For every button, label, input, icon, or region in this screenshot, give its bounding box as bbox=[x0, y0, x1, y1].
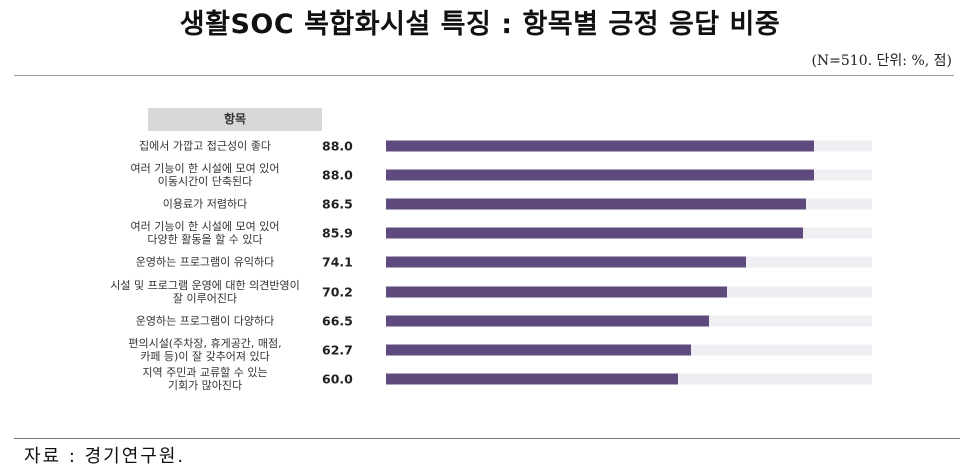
bottom-divider bbox=[14, 438, 960, 439]
row-label: 운영하는 프로그램이 다양하다 bbox=[100, 314, 310, 327]
row-value: 62.7 bbox=[322, 342, 353, 358]
unit-note: (N=510. 단위: %, 점) bbox=[811, 53, 952, 69]
bar-fill bbox=[386, 140, 814, 151]
row-label-line: 카페 등)이 잘 갖추어져 있다 bbox=[140, 349, 270, 363]
row-label-line: 운영하는 프로그램이 다양하다 bbox=[135, 314, 275, 328]
bar-fill bbox=[386, 256, 747, 268]
bar-track bbox=[386, 315, 872, 327]
row-label-line: 운영하는 프로그램이 유익하다 bbox=[135, 255, 275, 269]
column-header-item: 항목 bbox=[148, 108, 322, 131]
row-value: 74.1 bbox=[322, 254, 353, 270]
row-value: 66.5 bbox=[322, 313, 353, 329]
chart-row: 집에서 가깝고 접근성이 좋다 88.0 bbox=[0, 131, 960, 160]
chart-row: 운영하는 프로그램이 유익하다 74.1 bbox=[0, 248, 960, 277]
row-value: 85.9 bbox=[322, 225, 353, 241]
chart-row: 편의시설(주차장, 휴게공간, 매점, 카페 등)이 잘 갖추어져 있다 62.7 bbox=[0, 335, 960, 364]
row-label-line: 편의시설(주차장, 휴게공간, 매점, bbox=[128, 336, 282, 350]
row-label-line: 지역 주민과 교류할 수 있는 bbox=[142, 366, 268, 380]
row-label: 여러 기능이 한 시설에 모여 있어 이동시간이 단축된다 bbox=[100, 162, 310, 188]
bar-track bbox=[386, 140, 872, 151]
row-label-line: 이동시간이 단축된다 bbox=[157, 174, 253, 188]
bar-track bbox=[386, 344, 872, 356]
row-label-line: 다양한 활동을 할 수 있다 bbox=[147, 233, 263, 247]
row-label: 지역 주민과 교류할 수 있는 기회가 많아진다 bbox=[100, 366, 310, 392]
top-divider bbox=[14, 75, 954, 76]
row-label: 운영하는 프로그램이 유익하다 bbox=[100, 256, 310, 269]
row-label-line: 잘 이루어진다 bbox=[172, 291, 238, 305]
chart-row: 시설 및 프로그램 운영에 대한 의견반영이 잘 이루어진다 70.2 bbox=[0, 277, 960, 306]
bar-fill bbox=[386, 198, 807, 210]
row-label: 여러 기능이 한 시설에 모여 있어 다양한 활동을 할 수 있다 bbox=[100, 220, 310, 246]
chart-row: 여러 기능이 한 시설에 모여 있어 이동시간이 단축된다 88.0 bbox=[0, 160, 960, 189]
chart-row: 이용료가 저렴하다 86.5 bbox=[0, 189, 960, 218]
source-note: 자료 : 경기연구원. bbox=[24, 446, 186, 467]
bar-fill bbox=[386, 227, 804, 239]
row-value: 60.0 bbox=[322, 371, 353, 387]
bar-track bbox=[386, 227, 872, 239]
row-label-line: 집에서 가깝고 접근성이 좋다 bbox=[139, 139, 271, 152]
bar-fill bbox=[386, 169, 814, 181]
row-value: 88.0 bbox=[322, 138, 353, 153]
row-label-line: 시설 및 프로그램 운영에 대한 의견반영이 bbox=[110, 278, 300, 292]
bar-track bbox=[386, 169, 872, 181]
bar-fill bbox=[386, 286, 728, 297]
chart-row: 여러 기능이 한 시설에 모여 있어 다양한 활동을 할 수 있다 85.9 bbox=[0, 219, 960, 248]
row-label: 이용료가 저렴하다 bbox=[100, 197, 310, 210]
bar-track bbox=[386, 373, 872, 385]
row-value: 86.5 bbox=[322, 196, 353, 212]
bar-track bbox=[386, 198, 872, 210]
chart-row: 지역 주민과 교류할 수 있는 기회가 많아진다 60.0 bbox=[0, 365, 960, 394]
row-label: 편의시설(주차장, 휴게공간, 매점, 카페 등)이 잘 갖추어져 있다 bbox=[100, 337, 310, 363]
row-label: 집에서 가깝고 접근성이 좋다 bbox=[100, 139, 310, 152]
row-value: 88.0 bbox=[322, 167, 353, 183]
bar-track bbox=[386, 256, 872, 268]
bar-track bbox=[386, 286, 872, 297]
bar-fill bbox=[386, 373, 678, 385]
row-label-line: 이용료가 저렴하다 bbox=[162, 197, 248, 211]
bar-fill bbox=[386, 315, 710, 327]
row-label-line: 여러 기능이 한 시설에 모여 있어 bbox=[130, 220, 280, 234]
chart-title: 생활SOC 복합화시설 특징 : 항목별 긍정 응답 비중 bbox=[179, 9, 781, 40]
row-label-line: 여러 기능이 한 시설에 모여 있어 bbox=[130, 161, 280, 175]
row-value: 70.2 bbox=[322, 284, 353, 299]
row-label: 시설 및 프로그램 운영에 대한 의견반영이 잘 이루어진다 bbox=[100, 279, 310, 305]
chart-row: 운영하는 프로그램이 다양하다 66.5 bbox=[0, 306, 960, 335]
row-label-line: 기회가 많아진다 bbox=[167, 379, 243, 393]
bar-fill bbox=[386, 344, 691, 356]
